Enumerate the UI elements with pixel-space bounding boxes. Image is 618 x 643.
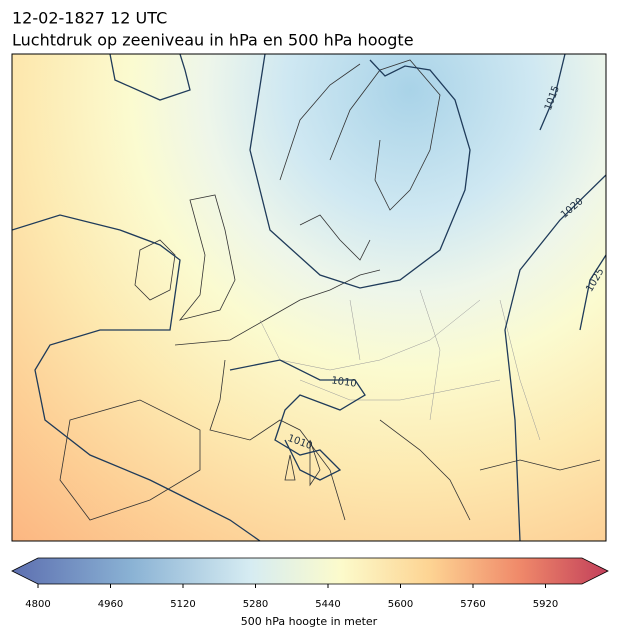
isobar <box>229 359 366 481</box>
colorbar-tick-label: 5120 <box>170 599 195 610</box>
contour-label: 1010 <box>331 375 358 389</box>
colorbar-tick-label: 5760 <box>460 599 485 610</box>
colorbar-tick-label: 5920 <box>533 599 558 610</box>
borders <box>259 289 541 441</box>
colorbar-ticks: 4800 4960 5120 5280 5440 5600 5760 5920 <box>25 584 558 610</box>
colorbar-tick-label: 5280 <box>243 599 268 610</box>
isobar <box>579 254 606 331</box>
subtitle-line: Luchtdruk op zeeniveau in hPa en 500 hPa… <box>12 31 414 50</box>
isobar <box>12 54 261 541</box>
colorbar <box>11 557 609 585</box>
map-field <box>12 54 606 541</box>
title-line: 12-02-1827 12 UTC <box>12 9 167 28</box>
isobar <box>249 54 471 289</box>
colorbar-label: 500 hPa hoogte in meter <box>241 615 378 628</box>
colorbar-tick-label: 5600 <box>388 599 413 610</box>
map: 1015 1020 1025 1010 1010 <box>12 54 606 541</box>
colorbar-tick-label: 4800 <box>25 599 50 610</box>
isobar <box>539 54 566 131</box>
colorbar-tick-label: 4960 <box>98 599 123 610</box>
map-frame <box>11 53 607 542</box>
isobar <box>504 174 606 541</box>
colorbar-tick-label: 5440 <box>315 599 340 610</box>
